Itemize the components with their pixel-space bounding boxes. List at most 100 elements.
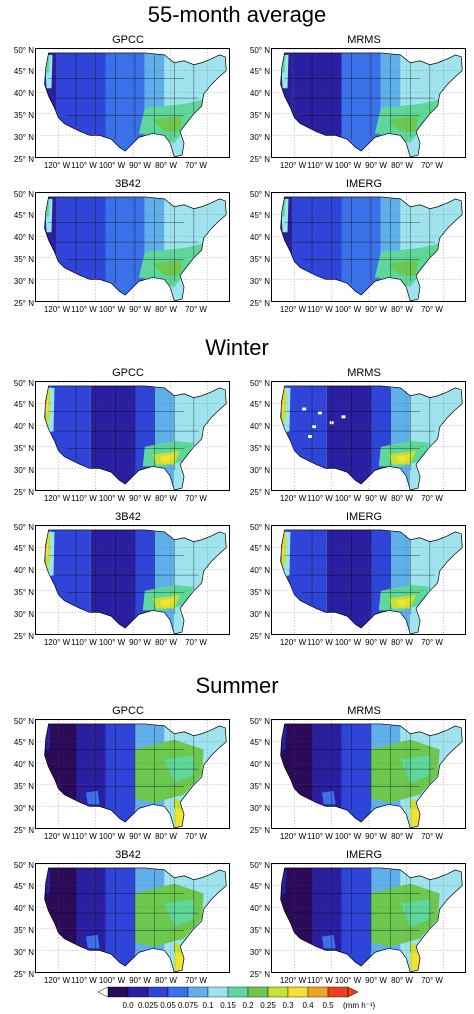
longitude-label: 110° W: [71, 832, 97, 841]
section-title: 55-month average: [147, 2, 327, 27]
colorbar-tick-label: 0.25: [260, 1001, 276, 1010]
latitude-label: 25° N: [13, 970, 34, 979]
longitude-label: 70° W: [421, 494, 443, 503]
colorbar: 0.0 0.025 0.05 0.075 0.1 0.15 0.2 0.25 0.3 0.4 0.5…: [96, 985, 386, 1013]
precip-map: [272, 382, 465, 490]
latitude-label: 25° N: [13, 155, 34, 164]
longitude-label: 110° W: [71, 305, 97, 314]
panel-label: MRMS: [347, 34, 381, 46]
map-frame: [35, 192, 230, 302]
map-frame: [35, 719, 230, 829]
colorbar-swatch: [287, 986, 309, 998]
map-panel: MRMS 50° N 45° N 40° N 35° N 30° N 25° N 120° W…: [236, 367, 472, 507]
longitude-label: 90° W: [129, 494, 151, 503]
map-panel: MRMS 50° N 45° N 40° N 35° N 30° N 25° N 120° W…: [236, 34, 472, 174]
latitude-label: 35° N: [13, 111, 34, 120]
colorbar-tick-label: 0.05: [160, 1001, 176, 1010]
panel-label: 3B42: [115, 849, 141, 861]
longitude-label: 100° W: [334, 305, 362, 314]
longitude-label: 100° W: [334, 494, 362, 503]
latitude-label: 25° N: [13, 826, 34, 835]
longitude-label: 80° W: [391, 832, 413, 841]
longitude-label: 90° W: [129, 832, 151, 841]
longitude-label: 110° W: [307, 161, 333, 170]
colorbar-swatch: [267, 986, 289, 998]
map-frame: [271, 192, 466, 302]
longitude-label: 100° W: [334, 832, 362, 841]
panel-label: IMERG: [345, 511, 383, 523]
map-panel: MRMS 50° N 45° N 40° N 35° N 30° N 25° N 120° W…: [236, 705, 472, 845]
latitude-label: 45° N: [249, 211, 270, 220]
latitude-label: 45° N: [249, 544, 270, 553]
colorbar-swatch: [107, 986, 129, 998]
precip-map: [36, 193, 229, 301]
longitude-label: 70° W: [185, 161, 207, 170]
map-frame: [35, 863, 230, 973]
latitude-label: 45° N: [13, 67, 34, 76]
map-panel: GPCC 50° N 45° N 40° N 35° N 30° N 25° N 120° W…: [0, 705, 236, 845]
latitude-label: 35° N: [249, 444, 270, 453]
map-frame: [271, 381, 466, 491]
section-title: Winter: [205, 335, 269, 360]
latitude-label: 50° N: [13, 861, 34, 870]
map-panel: GPCC 50° N 45° N 40° N 35° N 30° N 25° N 120° W…: [0, 367, 236, 507]
colorbar-tick-label: 0.2: [242, 1001, 254, 1010]
longitude-label: 80° W: [155, 305, 177, 314]
latitude-label: 30° N: [249, 804, 270, 813]
precip-map: [272, 526, 465, 634]
latitude-label: 25° N: [13, 488, 34, 497]
longitude-label: 90° W: [365, 494, 387, 503]
latitude-label: 30° N: [249, 948, 270, 957]
latitude-label: 40° N: [13, 760, 34, 769]
longitude-label: 100° W: [98, 305, 126, 314]
longitude-label: 70° W: [421, 832, 443, 841]
precip-map: [36, 382, 229, 490]
latitude-label: 25° N: [249, 970, 270, 979]
longitude-label: 110° W: [307, 305, 333, 314]
map-frame: [271, 525, 466, 635]
longitude-label: 120° W: [279, 638, 307, 647]
longitude-label: 100° W: [334, 976, 362, 985]
longitude-label: 110° W: [71, 161, 97, 170]
map-frame: [271, 863, 466, 973]
latitude-label: 30° N: [13, 804, 34, 813]
colorbar-min-arrow: [97, 986, 109, 998]
panel-label: IMERG: [345, 849, 383, 861]
latitude-label: 30° N: [13, 610, 34, 619]
map-panel: 3B42 50° N 45° N 40° N 35° N 30° N 25° N 120° W…: [0, 511, 236, 651]
latitude-label: 50° N: [13, 379, 34, 388]
latitude-label: 35° N: [249, 255, 270, 264]
longitude-label: 120° W: [279, 305, 307, 314]
precip-map: [36, 720, 229, 828]
latitude-label: 30° N: [13, 277, 34, 286]
longitude-label: 100° W: [98, 494, 126, 503]
longitude-label: 80° W: [391, 161, 413, 170]
colorbar-tick-label: 0.1: [202, 1001, 214, 1010]
longitude-label: 80° W: [391, 976, 413, 985]
latitude-label: 45° N: [13, 738, 34, 747]
longitude-label: 80° W: [155, 161, 177, 170]
latitude-label: 40° N: [249, 566, 270, 575]
longitude-label: 80° W: [155, 494, 177, 503]
longitude-label: 70° W: [421, 638, 443, 647]
latitude-label: 45° N: [249, 738, 270, 747]
latitude-label: 30° N: [249, 610, 270, 619]
latitude-label: 40° N: [249, 89, 270, 98]
longitude-label: 90° W: [129, 976, 151, 985]
longitude-label: 90° W: [365, 161, 387, 170]
longitude-label: 70° W: [185, 976, 207, 985]
latitude-label: 30° N: [13, 948, 34, 957]
longitude-label: 110° W: [71, 976, 97, 985]
map-frame: [271, 719, 466, 829]
longitude-label: 110° W: [307, 494, 333, 503]
latitude-label: 45° N: [249, 400, 270, 409]
latitude-label: 50° N: [249, 46, 270, 55]
longitude-label: 100° W: [334, 161, 362, 170]
map-panel: 3B42 50° N 45° N 40° N 35° N 30° N 25° N 120° W…: [0, 178, 236, 318]
longitude-label: 80° W: [155, 638, 177, 647]
latitude-label: 30° N: [13, 466, 34, 475]
longitude-label: 120° W: [43, 161, 71, 170]
latitude-label: 50° N: [249, 379, 270, 388]
colorbar-tick-label: 0.0: [122, 1001, 134, 1010]
panel-label: MRMS: [347, 367, 381, 379]
